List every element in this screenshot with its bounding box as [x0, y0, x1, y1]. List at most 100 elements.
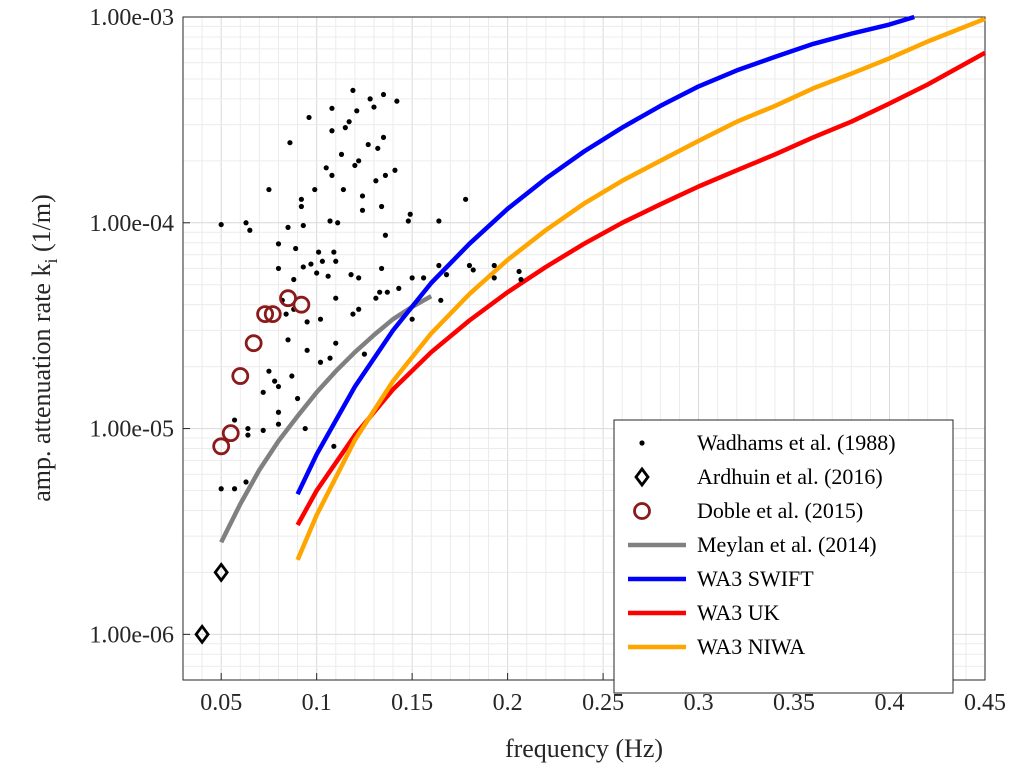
data-point: [285, 224, 291, 230]
data-point: [285, 337, 291, 343]
series-line: [295, 50, 987, 527]
legend-swatch: [639, 440, 645, 446]
data-point: [367, 96, 373, 102]
data-point: [314, 270, 320, 276]
data-point: [300, 264, 306, 270]
x-tick-label: 0.3: [684, 690, 714, 716]
data-point: [382, 172, 389, 178]
data-point: [329, 172, 335, 178]
data-point: [291, 276, 297, 283]
data-point: [308, 261, 314, 267]
legend-swatch: [634, 466, 650, 488]
data-point: [373, 178, 379, 184]
data-point: [244, 334, 263, 353]
data-point: [306, 114, 312, 121]
data-point: [378, 265, 385, 272]
data-point: [409, 316, 415, 322]
data-point: [298, 196, 304, 202]
data-point: [436, 218, 442, 224]
data-point: [438, 297, 444, 303]
data-point: [304, 319, 310, 325]
data-point: [350, 87, 356, 93]
data-point: [380, 91, 387, 98]
data-point: [231, 367, 250, 385]
data-point: [292, 295, 311, 314]
data-point: [378, 203, 385, 210]
data-point: [356, 158, 362, 164]
legend-entry: WA3 SWIFT: [628, 566, 814, 591]
data-point: [218, 221, 224, 228]
x-tick-label: 0.45: [964, 690, 1006, 716]
data-point: [272, 378, 278, 384]
data-point: [331, 443, 337, 449]
x-tick-label: 0.05: [200, 690, 242, 716]
data-point: [394, 98, 400, 104]
data-point: [354, 108, 360, 114]
series-layer: [194, 14, 987, 645]
data-point: [275, 265, 282, 272]
data-point: [243, 220, 249, 226]
x-tick-label: 0.1: [302, 690, 332, 716]
legend-label: Doble et al. (2015): [697, 498, 863, 523]
legend-entry: Meylan et al. (2014): [628, 532, 877, 557]
data-point: [392, 167, 398, 173]
data-point: [213, 562, 229, 583]
series-wa3-uk: [295, 50, 987, 527]
data-point: [275, 241, 282, 247]
data-point: [275, 383, 282, 390]
x-tick-label: 0.15: [391, 690, 433, 716]
data-point: [329, 128, 335, 134]
data-point: [194, 624, 210, 645]
data-point: [421, 275, 427, 281]
data-point: [384, 289, 390, 295]
data-point: [221, 424, 240, 443]
data-point: [218, 486, 224, 492]
data-point: [333, 258, 339, 264]
series-ardhuin-et-al-2016: [194, 562, 229, 645]
data-point: [304, 347, 310, 353]
data-point: [466, 262, 473, 269]
data-point: [338, 151, 345, 157]
x-tick-label: 0.35: [773, 690, 815, 716]
data-point: [302, 425, 308, 432]
data-point: [407, 211, 413, 217]
data-point: [245, 432, 251, 438]
data-point: [361, 351, 368, 357]
data-point: [300, 222, 306, 229]
data-point: [266, 186, 272, 193]
legend-entry: Doble et al. (2015): [633, 498, 863, 523]
y-axis-label-main: amp. attenuation rate k: [27, 264, 56, 502]
data-point: [333, 340, 339, 346]
x-tick-label: 0.25: [582, 690, 624, 716]
data-point: [247, 227, 253, 233]
data-point: [231, 417, 238, 423]
legend-entry: WA3 NIWA: [628, 634, 805, 659]
x-tick-label: 0.4: [875, 690, 905, 716]
data-point: [409, 275, 415, 281]
plot-frame: [182, 16, 986, 681]
data-point: [396, 285, 402, 291]
data-point: [356, 306, 362, 312]
data-point: [335, 220, 341, 226]
data-point: [293, 245, 299, 252]
axes: 0.05 0.1 0.15 0.2 0.25 0.3 0.35 0.4 0.45 1.00e-06…: [89, 5, 1006, 716]
data-point: [312, 186, 318, 193]
legend-label: WA3 SWIFT: [697, 566, 814, 591]
data-point: [256, 305, 275, 323]
data-point: [371, 104, 377, 110]
data-point: [327, 218, 333, 224]
series-doble-et-al-2015: [212, 289, 311, 456]
legend-label: Ardhuin et al. (2016): [697, 464, 883, 489]
series-meylan-et-al-2014: [219, 294, 433, 544]
series-line: [219, 294, 433, 544]
data-point: [287, 140, 293, 146]
data-point: [275, 409, 282, 415]
data-point: [315, 249, 322, 255]
data-point: [317, 359, 324, 365]
data-point: [340, 186, 346, 193]
data-point: [491, 275, 497, 281]
data-point: [405, 218, 411, 224]
data-point: [298, 203, 304, 210]
legend-swatch: [633, 502, 651, 520]
data-point: [325, 273, 331, 279]
